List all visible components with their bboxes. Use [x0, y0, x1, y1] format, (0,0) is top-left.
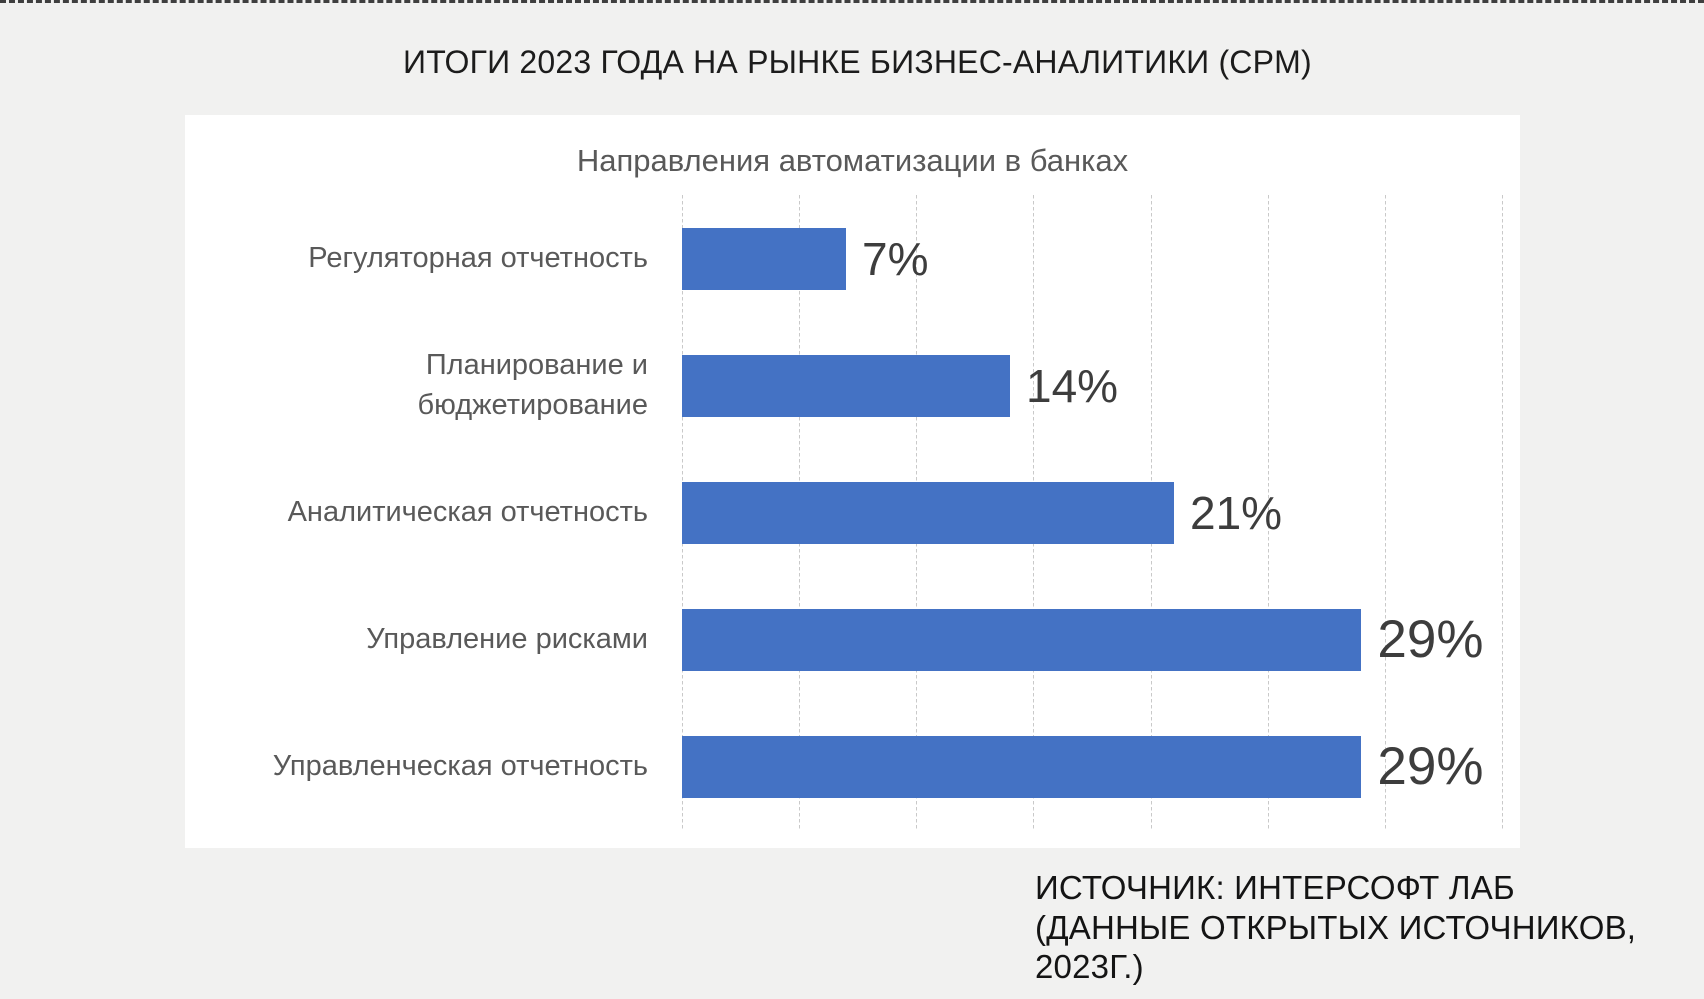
chart-row: Аналитическая отчетность 21% [185, 449, 1520, 576]
source-note: ИСТОЧНИК: ИНТЕРСОФТ ЛАБ (ДАННЫЕ ОТКРЫТЫХ… [1035, 868, 1704, 987]
chart-row: Управление рисками 29% [185, 576, 1520, 703]
bar [682, 608, 1362, 671]
source-line1: ИСТОЧНИК: ИНТЕРСОФТ ЛАБ [1035, 869, 1515, 906]
gridline [1384, 195, 1386, 830]
category-label: Управленческая отчетность [272, 749, 648, 782]
category-label: Регуляторная отчетность [308, 241, 648, 274]
bar [682, 227, 846, 290]
gridline [1267, 195, 1269, 830]
bar-area: 7% [682, 227, 1502, 290]
value-label: 29% [1377, 610, 1484, 669]
gridline [1502, 195, 1503, 830]
category-label: Аналитическая отчетность [287, 495, 648, 528]
category-label: Управление рисками [366, 622, 648, 655]
bar-area: 21% [682, 481, 1502, 544]
bar-area: 29% [682, 735, 1502, 798]
chart-card: Направления автоматизации в банках Регул… [185, 115, 1520, 848]
chart-row: Управленческая отчетность 29% [185, 703, 1520, 830]
bar-area: 14% [682, 354, 1502, 417]
value-label: 7% [862, 232, 929, 285]
source-line2: (ДАННЫЕ ОТКРЫТЫХ ИСТОЧНИКОВ, 2023Г.) [1035, 908, 1637, 986]
bar [682, 735, 1362, 798]
bar-area: 29% [682, 608, 1502, 671]
chart-row: Регуляторная отчетность 7% [185, 195, 1520, 322]
page-title: ИТОГИ 2023 ГОДА НА РЫНКЕ БИЗНЕС-АНАЛИТИК… [403, 44, 1312, 80]
bar [682, 481, 1174, 544]
bar [682, 354, 1010, 417]
chart-title: Направления автоматизации в банках [576, 143, 1129, 178]
bars-container: Регуляторная отчетность 7% Планирование и … [185, 195, 1520, 830]
category-label: Планирование и бюджетирование [417, 349, 649, 421]
value-label: 29% [1377, 737, 1484, 796]
value-label: 14% [1026, 359, 1119, 412]
chart-row: Планирование и бюджетирование 14% [185, 322, 1520, 449]
value-label: 21% [1190, 486, 1283, 539]
top-dotted-border [0, 0, 1704, 3]
plot-area: Регуляторная отчетность 7% Планирование и … [185, 195, 1520, 830]
